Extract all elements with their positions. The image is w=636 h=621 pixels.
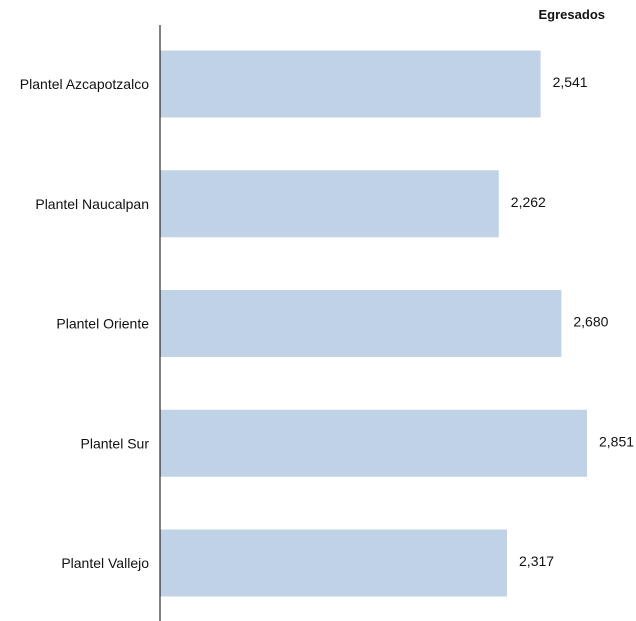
bar-3 bbox=[160, 290, 562, 357]
labels-layer: Plantel Azcapotzalco 2,541 Plantel Naucalp… bbox=[20, 74, 634, 571]
category-label-1: Plantel Azcapotzalco bbox=[20, 76, 149, 92]
value-label-3: 2,680 bbox=[573, 314, 608, 330]
value-label-2: 2,262 bbox=[511, 194, 546, 210]
category-label-5: Plantel Vallejo bbox=[61, 555, 149, 571]
bars-layer bbox=[160, 50, 587, 597]
bar-2 bbox=[160, 170, 499, 238]
category-label-2: Plantel Naucalpan bbox=[35, 196, 149, 212]
category-label-3: Plantel Oriente bbox=[56, 316, 149, 332]
category-label-4: Plantel Sur bbox=[81, 435, 150, 451]
value-label-1: 2,541 bbox=[553, 74, 588, 90]
bar-5 bbox=[160, 529, 508, 597]
bar-4 bbox=[160, 409, 587, 477]
value-label-4: 2,851 bbox=[599, 433, 634, 449]
value-label-5: 2,317 bbox=[519, 553, 554, 569]
series-title: Egresados bbox=[539, 7, 605, 22]
bar-1 bbox=[160, 50, 541, 118]
